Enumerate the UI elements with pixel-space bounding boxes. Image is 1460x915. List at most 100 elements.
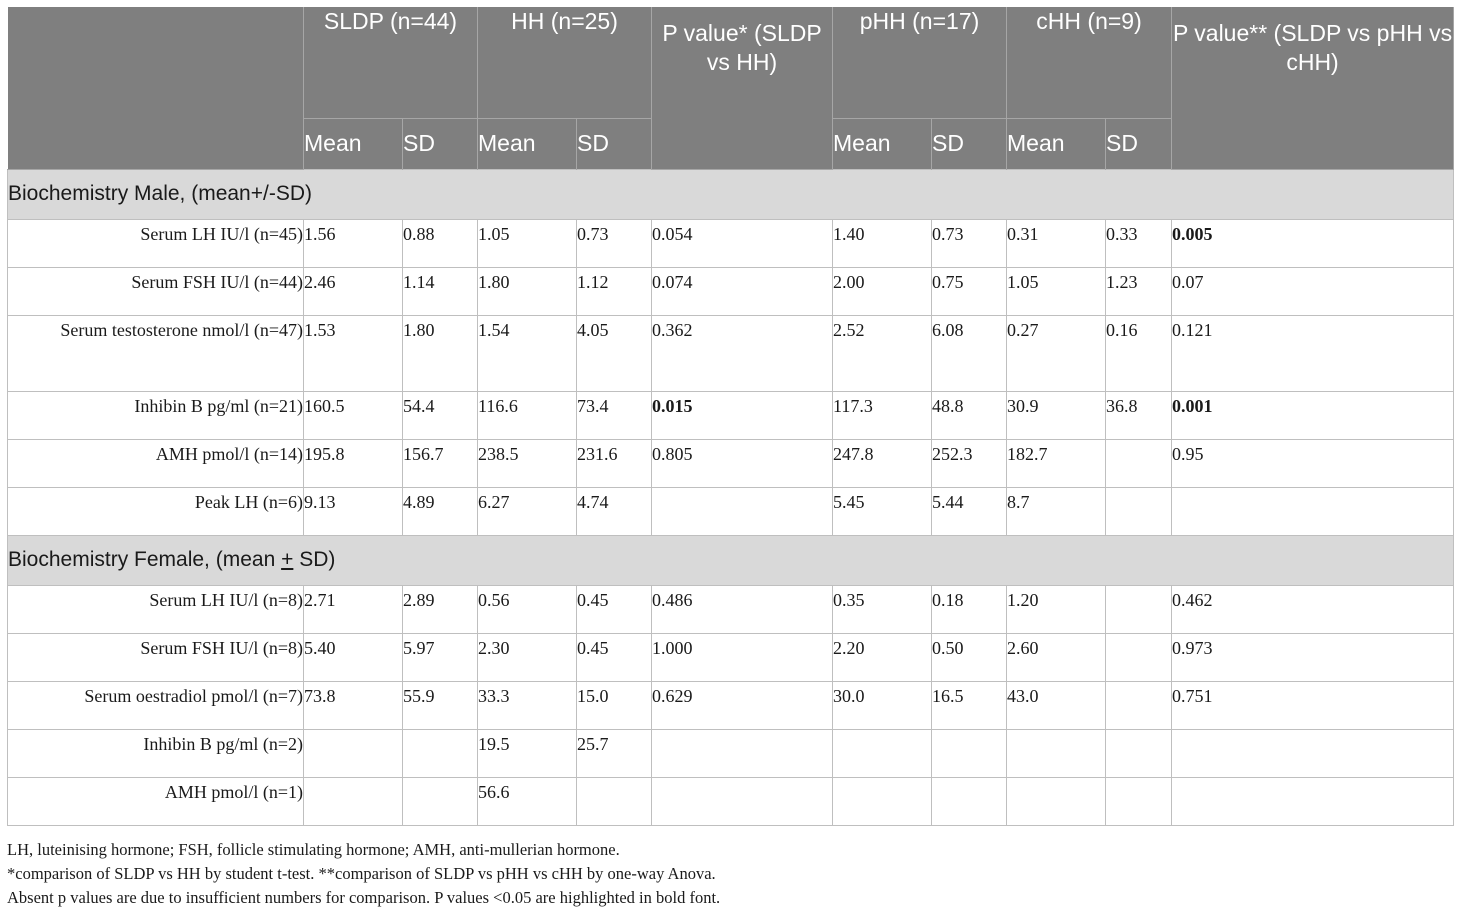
cell-pvalue-sldp-vs-phh-vs-chh: 0.973: [1171, 632, 1455, 682]
cell-phh-mean: 2.52: [832, 314, 933, 392]
cell-sldp-sd: [402, 728, 478, 778]
cell-sldp-mean: [303, 728, 403, 778]
cell-phh-mean: 247.8: [832, 438, 933, 488]
table-footnotes: LH, luteinising hormone; FSH, follicle s…: [7, 838, 1453, 910]
header-row-groups: SLDP (n=44) HH (n=25) P value* (SLDP vs …: [7, 7, 1455, 170]
cell-chh-mean: 0.27: [1006, 314, 1107, 392]
cell-sldp-mean: [303, 776, 403, 826]
table-row: Serum oestradiol pmol/l (n=7) 73.8 55.9 33.…: [7, 680, 1455, 730]
cell-sldp-sd: 1.80: [402, 314, 478, 392]
cell-pvalue-sldp-vs-phh-vs-chh: 0.07: [1171, 266, 1455, 316]
cell-sldp-sd: 2.89: [402, 584, 478, 634]
table-row: Peak LH (n=6) 9.13 4.89 6.27 4.74 5.45 5.44 8.7: [7, 486, 1455, 536]
section-title-text: Biochemistry Female, (mean: [8, 548, 282, 571]
cell-chh-sd: [1105, 438, 1173, 488]
table-row: Serum LH IU/l (n=8) 2.71 2.89 0.56 0.45 0.486…: [7, 584, 1455, 634]
cell-pvalue-sldp-vs-hh: [651, 776, 834, 826]
cell-phh-sd: 16.5: [931, 680, 1008, 730]
cell-pvalue-sldp-vs-hh: 1.000: [651, 632, 834, 682]
cell-phh-sd: 5.44: [931, 486, 1008, 536]
footnote-pvalues: Absent p values are due to insufficient …: [7, 888, 721, 907]
table-row: Serum LH IU/l (n=45) 1.56 0.88 1.05 0.73 0.05…: [7, 218, 1455, 268]
cell-sldp-sd: 1.14: [402, 266, 478, 316]
cell-sldp-sd: 54.4: [402, 390, 478, 440]
cell-hh-sd: 0.73: [575, 218, 653, 268]
header-row-stats: Mean SD Mean SD Mean SD Mean SD: [8, 118, 1454, 169]
cell-sldp-mean: 9.13: [303, 486, 403, 536]
footnote-abbreviations: LH, luteinising hormone; FSH, follicle s…: [7, 840, 620, 859]
cell-hh-mean: 116.6: [477, 390, 577, 440]
row-label: Serum LH IU/l (n=45): [7, 218, 304, 268]
header-sldp-sd: SD: [402, 118, 478, 169]
cell-chh-sd: [1105, 486, 1173, 536]
section-title: Biochemistry Male, (mean+/-SD): [6, 168, 1455, 220]
table-row: Inhibin B pg/ml (n=2) 19.5 25.7: [7, 728, 1455, 778]
header-pvalue-1: P value* (SLDP vs HH): [651, 7, 834, 170]
table-body: Biochemistry Male, (mean+/-SD) Serum LH I…: [6, 168, 1455, 826]
cell-phh-mean: [832, 728, 933, 778]
cell-sldp-sd: 55.9: [402, 680, 478, 730]
table-row: Serum FSH IU/l (n=44) 2.46 1.14 1.80 1.12 0.0…: [7, 266, 1455, 316]
cell-phh-mean: 117.3: [832, 390, 933, 440]
header-phh-mean: Mean: [832, 118, 933, 169]
table-row: Serum FSH IU/l (n=8) 5.40 5.97 2.30 0.45 1.00…: [7, 632, 1455, 682]
header-chh: cHH (n=9): [1006, 7, 1173, 119]
cell-hh-mean: 1.54: [477, 314, 577, 392]
cell-chh-mean: 2.60: [1006, 632, 1107, 682]
cell-phh-sd: [931, 776, 1008, 826]
cell-chh-mean: [1006, 776, 1107, 826]
cell-pvalue-sldp-vs-phh-vs-chh: [1171, 728, 1455, 778]
plus-minus-symbol: +: [281, 548, 294, 571]
cell-pvalue-sldp-vs-phh-vs-chh: 0.751: [1171, 680, 1455, 730]
cell-sldp-mean: 1.53: [303, 314, 403, 392]
cell-chh-mean: 1.20: [1006, 584, 1107, 634]
cell-pvalue-sldp-vs-hh: 0.486: [651, 584, 834, 634]
cell-hh-sd: 4.05: [575, 314, 653, 392]
cell-sldp-sd: 0.88: [402, 218, 478, 268]
cell-phh-sd: 0.18: [931, 584, 1008, 634]
cell-sldp-sd: 5.97: [402, 632, 478, 682]
cell-chh-sd: [1105, 728, 1173, 778]
cell-phh-sd: 6.08: [931, 314, 1008, 392]
cell-pvalue-sldp-vs-hh: 0.629: [651, 680, 834, 730]
cell-chh-sd: 0.16: [1105, 314, 1173, 392]
cell-sldp-sd: [402, 776, 478, 826]
header-chh-sd: SD: [1105, 118, 1173, 169]
section-row: Biochemistry Male, (mean+/-SD): [6, 168, 1455, 220]
header-pvalue-2: P value** (SLDP vs pHH vs cHH): [1171, 7, 1455, 170]
row-label: Serum testosterone nmol/l (n=47): [7, 314, 304, 392]
table-row: AMH pmol/l (n=1) 56.6: [7, 776, 1455, 826]
biochemistry-table: SLDP (n=44) HH (n=25) P value* (SLDP vs …: [6, 7, 1455, 826]
cell-hh-sd: 25.7: [575, 728, 653, 778]
cell-hh-mean: 238.5: [477, 438, 577, 488]
cell-hh-sd: 231.6: [575, 438, 653, 488]
row-label: Peak LH (n=6): [7, 486, 304, 536]
cell-chh-sd: [1105, 632, 1173, 682]
header-hh: HH (n=25): [476, 7, 653, 119]
section-title-text-end: SD): [293, 548, 336, 571]
cell-sldp-mean: 2.46: [303, 266, 403, 316]
section-row: Biochemistry Female, (mean + SD): [6, 534, 1455, 586]
cell-sldp-sd: 4.89: [402, 486, 478, 536]
cell-phh-sd: 0.73: [931, 218, 1008, 268]
header-sldp: SLDP (n=44): [303, 7, 478, 119]
cell-pvalue-sldp-vs-phh-vs-chh: [1171, 486, 1455, 536]
cell-pvalue-sldp-vs-phh-vs-chh: 0.462: [1171, 584, 1455, 634]
row-label: Inhibin B pg/ml (n=21): [7, 390, 304, 440]
cell-chh-sd: [1105, 776, 1173, 826]
cell-sldp-mean: 73.8: [303, 680, 403, 730]
table-row: AMH pmol/l (n=14) 195.8 156.7 238.5 231.6 0.8…: [7, 438, 1455, 488]
cell-phh-mean: 2.00: [832, 266, 933, 316]
cell-chh-mean: 43.0: [1006, 680, 1107, 730]
cell-hh-mean: 6.27: [477, 486, 577, 536]
cell-hh-sd: 0.45: [575, 632, 653, 682]
cell-chh-mean: 1.05: [1006, 266, 1107, 316]
cell-pvalue-sldp-vs-hh: 0.362: [651, 314, 834, 392]
cell-pvalue-sldp-vs-hh: [651, 486, 834, 536]
cell-hh-sd: 1.12: [575, 266, 653, 316]
cell-hh-mean: 0.56: [477, 584, 577, 634]
cell-chh-mean: [1006, 728, 1107, 778]
row-label: Serum oestradiol pmol/l (n=7): [7, 680, 304, 730]
cell-phh-sd: [931, 728, 1008, 778]
cell-sldp-mean: 195.8: [303, 438, 403, 488]
